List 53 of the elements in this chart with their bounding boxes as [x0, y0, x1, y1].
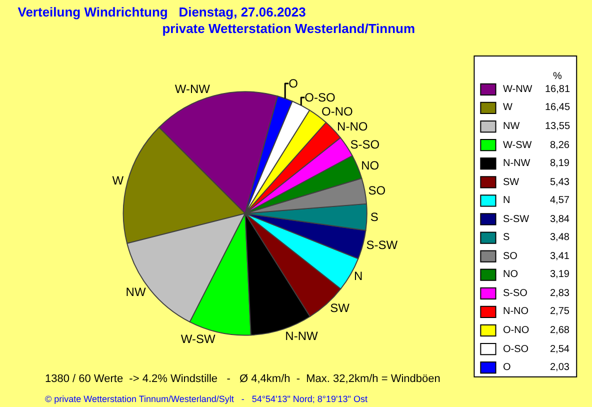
slice-label: S	[370, 210, 378, 224]
text: 1380 / 60 Werte -> 4.2% Windstille - Ø 4,4km/h - Max. 32,2km/h = Windböen	[45, 373, 440, 385]
slice-label: W	[112, 174, 124, 188]
legend-label: N	[503, 195, 510, 206]
legend-label: S-SW	[503, 214, 530, 225]
slice-label: SO	[368, 184, 386, 198]
data-label: 8,19	[550, 158, 570, 169]
legend-label: W-SW	[503, 140, 532, 151]
data-label: 8,26	[550, 140, 570, 151]
legend-label: W	[503, 102, 513, 113]
data-label: 3,48	[550, 232, 570, 243]
slice-label: S-SO	[350, 137, 380, 152]
legend-label: O-SO	[503, 344, 529, 355]
data-label: 16,81	[545, 84, 570, 95]
data-label: 2,75	[550, 306, 570, 317]
data-label: 5,43	[550, 177, 570, 188]
slice-label: N	[354, 269, 363, 284]
slice-label: O-NO	[322, 104, 353, 118]
legend-label: N-NW	[503, 158, 531, 169]
legend-label: O-NO	[503, 325, 530, 336]
slice-label: SW	[330, 300, 350, 315]
legend-label: N-NO	[503, 306, 529, 317]
legend-label: SO	[503, 251, 518, 262]
slice-label: N-NO	[337, 119, 368, 134]
legend-label: NW	[503, 121, 520, 132]
data-label: 4,57	[550, 195, 570, 206]
chart-title: Verteilung Windrichtung Dienstag, 27.06.2023	[18, 4, 306, 20]
legend-label: NO	[503, 269, 518, 280]
slice-label: W-NW	[174, 82, 211, 96]
data-label: 16,45	[545, 102, 570, 113]
data-label: 13,55	[545, 121, 570, 132]
slice-label: S-SW	[366, 238, 398, 252]
slice-label: NW	[126, 285, 146, 300]
legend-label: S	[503, 232, 510, 243]
legend-label: O	[503, 362, 511, 373]
data-label: 3,41	[550, 251, 570, 262]
slice-label: O-SO	[304, 90, 336, 104]
slice-label: W-SW	[180, 332, 216, 346]
legend-title: %	[553, 71, 562, 82]
data-label: 2,83	[550, 288, 570, 299]
legend-label: S-SO	[503, 288, 528, 299]
slice-label: O	[288, 76, 298, 90]
slice-label: N-NW	[285, 329, 318, 343]
slice-label: NO	[361, 158, 380, 173]
data-label: 2,54	[550, 344, 570, 355]
text: © private Wetterstation Tinnum/Westerland/Sylt - 54°54'13" Nord; 8°19'13" Ost	[45, 394, 368, 404]
legend-label: SW	[503, 177, 520, 188]
data-label: 2,68	[550, 325, 570, 336]
data-label: 2,03	[550, 362, 570, 373]
chart-subtitle: private Wetterstation Westerland/Tinnum	[18, 21, 416, 36]
data-label: 3,19	[550, 269, 570, 280]
data-label: 3,84	[550, 214, 570, 225]
legend-label: W-NW	[503, 84, 533, 95]
